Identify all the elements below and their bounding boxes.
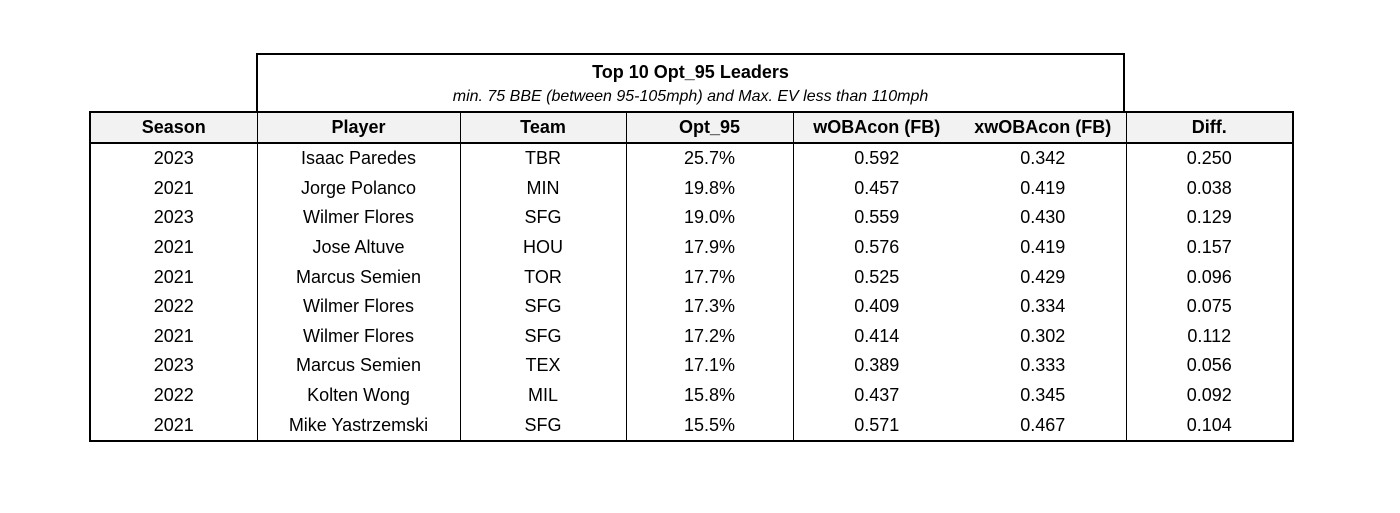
- opt95-cell: 17.1%: [626, 351, 794, 381]
- diff-cell: 0.250: [1126, 143, 1294, 174]
- table-subtitle: min. 75 BBE (between 95-105mph) and Max.…: [452, 88, 929, 105]
- player-cell: Wilmer Flores: [257, 203, 461, 233]
- table-row: 2021 Jorge Polanco MIN 19.8% 0.457 0.419 0.038: [89, 173, 1294, 204]
- table-row: 2023 Isaac Paredes TBR 25.7% 0.592 0.342 0.250: [89, 143, 1294, 174]
- column-header-opt95: Opt_95: [626, 111, 794, 144]
- season-cell: 2022: [89, 291, 258, 322]
- season-cell: 2023: [89, 143, 258, 174]
- opt95-cell: 17.9%: [626, 232, 794, 263]
- player-cell: Marcus Semien: [257, 351, 461, 381]
- diff-cell: 0.157: [1126, 232, 1294, 263]
- wobacon-cell: 0.592: [854, 148, 900, 169]
- player-cell: Wilmer Flores: [257, 291, 461, 322]
- opt95-cell: 17.3%: [626, 291, 794, 322]
- player-cell: Jorge Polanco: [257, 173, 461, 204]
- team-cell: TBR: [460, 143, 627, 174]
- wobacon-cell: 0.437: [854, 385, 900, 406]
- season-cell: 2023: [89, 351, 258, 381]
- opt95-cell: 15.5%: [626, 410, 794, 442]
- season-cell: 2021: [89, 410, 258, 442]
- table-body: 2023 Isaac Paredes TBR 25.7% 0.592 0.342 0.250…: [89, 143, 1294, 442]
- wobacon-cell: 0.389: [854, 355, 900, 376]
- season-cell: 2021: [89, 321, 258, 352]
- header-row: Season Player Team Opt_95 wOBAcon (FB) x…: [89, 111, 1294, 144]
- xwobacon-cell: 0.333: [960, 351, 1127, 381]
- wobacon-cell: 0.457: [854, 177, 900, 198]
- table-title-box: Top 10 Opt_95 Leaders min. 75 BBE (betwe…: [256, 53, 1125, 111]
- team-cell: TEX: [460, 351, 627, 381]
- team-cell: SFG: [460, 291, 627, 322]
- player-cell: Kolten Wong: [257, 380, 461, 411]
- team-cell: SFG: [460, 321, 627, 352]
- diff-cell: 0.104: [1126, 410, 1294, 442]
- column-header-wobacon: wOBAcon (FB): [793, 111, 960, 144]
- opt95-cell: 19.8%: [626, 173, 794, 204]
- column-header-season: Season: [89, 111, 258, 144]
- season-cell: 2021: [89, 173, 258, 204]
- wobacon-cell: 0.571: [793, 410, 960, 442]
- xwobacon-cell: 0.467: [960, 410, 1127, 442]
- team-cell: SFG: [460, 203, 627, 233]
- table-row: 2021 Marcus Semien TOR 17.7% 0.525 0.429 0.096: [89, 262, 1294, 292]
- diff-cell: 0.096: [1126, 262, 1294, 292]
- table-title: Top 10 Opt_95 Leaders: [592, 62, 789, 82]
- xwobacon-cell: 0.334: [960, 291, 1127, 322]
- xwobacon-cell: 0.429: [960, 262, 1127, 292]
- table-row: 2022 Wilmer Flores SFG 17.3% 0.409 0.334 0.075: [89, 291, 1294, 322]
- team-cell: TOR: [460, 262, 627, 292]
- xwobacon-cell: 0.419: [960, 232, 1127, 263]
- player-cell: Isaac Paredes: [257, 143, 461, 174]
- table-row: 2023 Marcus Semien TEX 17.1% 0.389 0.333 0.056: [89, 351, 1294, 381]
- table-row: 2021 Mike Yastrzemski SFG 15.5% 0.571 0.467 0.…: [89, 410, 1294, 442]
- wobacon-cell: 0.414: [854, 325, 900, 346]
- team-cell: SFG: [460, 410, 627, 442]
- diff-cell: 0.038: [1126, 173, 1294, 204]
- xwobacon-cell: 0.419: [960, 173, 1127, 204]
- column-header-diff: Diff.: [1126, 111, 1294, 144]
- diff-cell: 0.092: [1126, 380, 1294, 411]
- season-cell: 2022: [89, 380, 258, 411]
- wobacon-cell: 0.576: [854, 237, 900, 258]
- opt95-cell: 17.7%: [626, 262, 794, 292]
- team-cell: HOU: [460, 232, 627, 263]
- diff-cell: 0.075: [1126, 291, 1294, 322]
- table-row: 2023 Wilmer Flores SFG 19.0% 0.559 0.430 0.129: [89, 203, 1294, 233]
- season-cell: 2023: [89, 203, 258, 233]
- xwobacon-cell: 0.430: [960, 203, 1127, 233]
- player-cell: Mike Yastrzemski: [257, 410, 461, 442]
- wobacon-cell: 0.525: [854, 266, 900, 287]
- xwobacon-cell: 0.302: [960, 321, 1127, 352]
- diff-cell: 0.129: [1126, 203, 1294, 233]
- opt95-cell: 25.7%: [626, 143, 794, 174]
- wobacon-cell: 0.409: [854, 296, 900, 317]
- xwobacon-cell: 0.345: [960, 380, 1127, 411]
- season-cell: 2021: [89, 232, 258, 263]
- player-cell: Jose Altuve: [257, 232, 461, 263]
- leaders-table: Season Player Team Opt_95 wOBAcon (FB) x…: [89, 111, 1294, 442]
- table-row: 2022 Kolten Wong MIL 15.8% 0.437 0.345 0.092: [89, 380, 1294, 411]
- column-header-player: Player: [257, 111, 461, 144]
- season-cell: 2021: [89, 262, 258, 292]
- table-row: 2021 Jose Altuve HOU 17.9% 0.576 0.419 0.157: [89, 232, 1294, 263]
- player-cell: Marcus Semien: [257, 262, 461, 292]
- column-header-team: Team: [460, 111, 627, 144]
- team-cell: MIN: [460, 173, 627, 204]
- team-cell: MIL: [460, 380, 627, 411]
- xwobacon-cell: 0.342: [960, 143, 1127, 174]
- table-row: 2021 Wilmer Flores SFG 17.2% 0.414 0.302 0.112: [89, 321, 1294, 352]
- player-cell: Wilmer Flores: [257, 321, 461, 352]
- opt95-cell: 17.2%: [626, 321, 794, 352]
- diff-cell: 0.112: [1126, 321, 1294, 352]
- opt95-cell: 15.8%: [626, 380, 794, 411]
- diff-cell: 0.056: [1126, 351, 1294, 381]
- opt95-cell: 19.0%: [626, 203, 794, 233]
- column-header-xwobacon: xwOBAcon (FB): [960, 111, 1127, 144]
- wobacon-cell: 0.559: [854, 207, 900, 228]
